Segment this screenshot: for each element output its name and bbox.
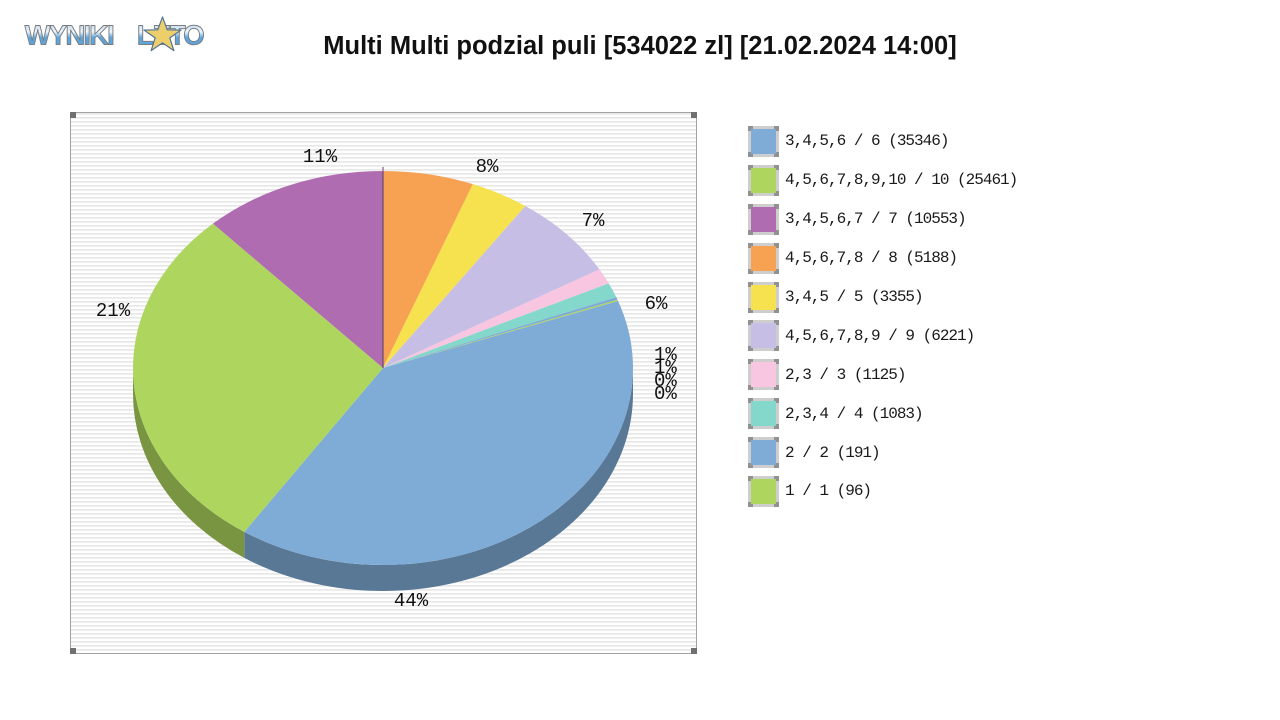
svg-text:0%: 0% (654, 383, 677, 405)
svg-text:7%: 7% (582, 210, 605, 232)
svg-text:8%: 8% (476, 156, 499, 178)
svg-text:44%: 44% (394, 590, 429, 612)
svg-text:21%: 21% (96, 300, 131, 322)
svg-text:6%: 6% (645, 293, 668, 315)
svg-text:11%: 11% (303, 146, 338, 168)
